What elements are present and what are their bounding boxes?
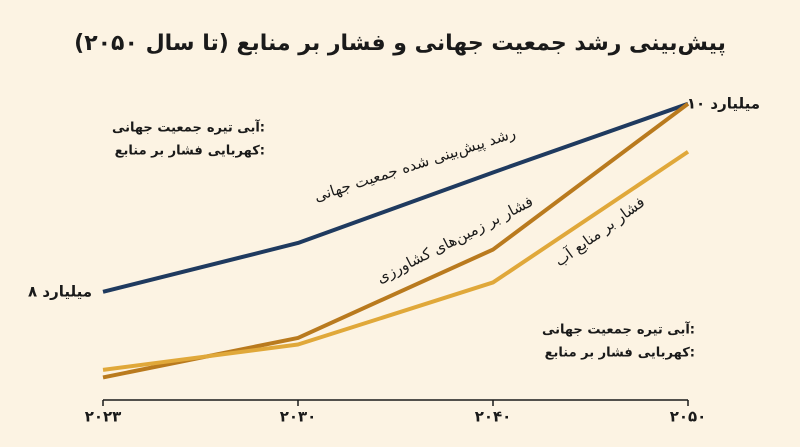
note-key: آبی تیره: xyxy=(637,321,695,338)
series-label: رشد پیش‌بینی شده جمعیت جهانی xyxy=(312,124,518,206)
value-label: ۱۰ میلیارد xyxy=(687,94,760,112)
chart-title: پیش‌بینی رشد جمعیت جهانی و فشار بر منابع… xyxy=(74,31,726,56)
x-tick-label: ۲۰۵۰ xyxy=(670,408,707,426)
note-text: جمعیت جهانی xyxy=(112,121,202,136)
x-tick-label: ۲۰۲۳ xyxy=(85,408,122,426)
note-key: آبی تیره: xyxy=(207,119,265,136)
value-label: ۸ میلیارد xyxy=(28,282,92,300)
note-key: کهربایی: xyxy=(208,144,265,159)
x-tick-label: ۲۰۳۰ xyxy=(280,408,317,426)
note-text: فشار بر منابع xyxy=(545,346,633,361)
note-key: کهربایی: xyxy=(638,346,695,361)
note-text: فشار بر منابع xyxy=(115,144,203,159)
x-tick-label: ۲۰۴۰ xyxy=(475,408,512,426)
series-line xyxy=(102,101,689,294)
note-text: جمعیت جهانی xyxy=(542,323,632,338)
series-line xyxy=(102,150,690,372)
